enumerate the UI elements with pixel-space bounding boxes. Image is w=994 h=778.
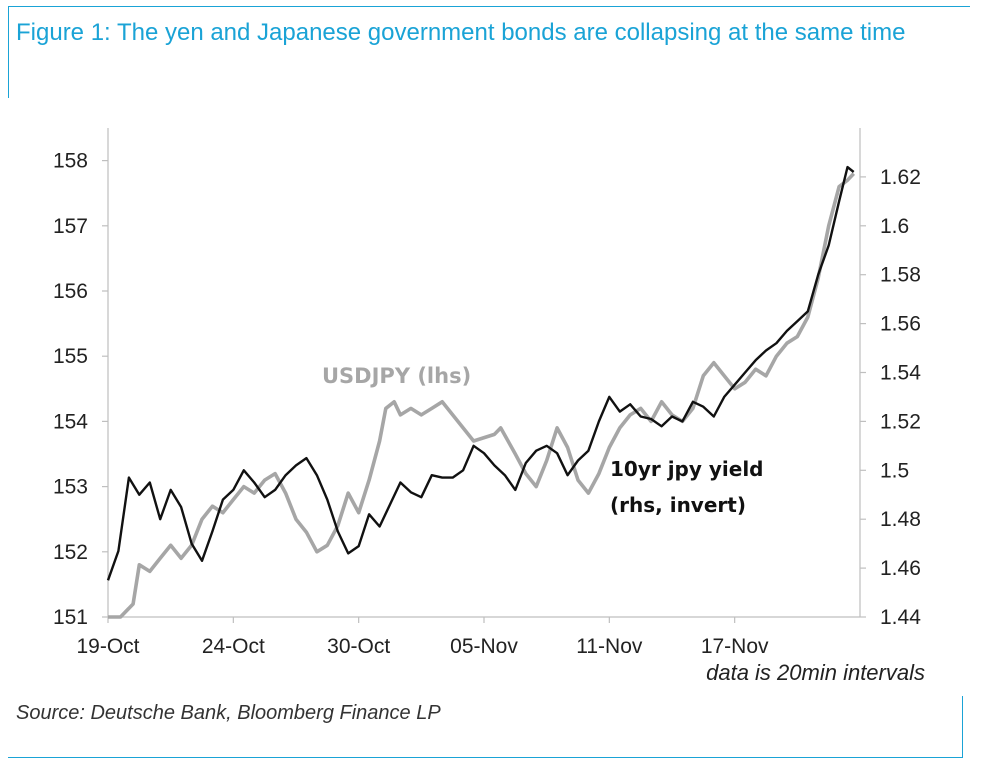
left-y-tick-label: 157 <box>53 215 88 238</box>
right-y-tick-label: 1.44 <box>880 606 921 629</box>
right-y-tick-label: 1.5 <box>880 459 909 482</box>
frame-left-border <box>8 6 9 98</box>
data-interval-note: data is 20min intervals <box>706 660 925 685</box>
right-y-tick-label: 1.58 <box>880 264 921 287</box>
left-y-tick-label: 158 <box>53 150 88 173</box>
yield-series-label-line2: (rhs, invert) <box>610 493 746 517</box>
yield-series-label-line1: 10yr jpy yield <box>610 457 764 481</box>
right-y-tick-label: 1.54 <box>880 362 921 385</box>
right-y-tick-label: 1.56 <box>880 313 921 336</box>
x-tick-label: 17-Nov <box>701 635 769 658</box>
usdjpy-series-line <box>108 172 856 619</box>
x-tick-label: 05-Nov <box>450 635 518 658</box>
x-tick-label: 19-Oct <box>76 635 139 658</box>
left-y-tick-label: 155 <box>53 345 88 368</box>
left-y-tick-label: 156 <box>53 280 88 303</box>
source-note: Source: Deutsche Bank, Bloomberg Finance… <box>16 702 441 724</box>
left-y-tick-label: 154 <box>53 410 88 433</box>
x-tick-label: 30-Oct <box>327 635 390 658</box>
right-y-tick-label: 1.52 <box>880 410 921 433</box>
left-y-tick-label: 151 <box>53 606 88 629</box>
frame-right-border <box>962 696 963 758</box>
x-tick-label: 11-Nov <box>576 635 643 658</box>
frame-top-border <box>8 6 970 7</box>
yield-series-line <box>106 165 855 581</box>
frame-bottom-border <box>8 757 963 758</box>
right-y-tick-label: 1.46 <box>880 557 921 580</box>
right-y-tick-label: 1.62 <box>880 166 921 189</box>
right-y-tick-label: 1.6 <box>880 215 909 238</box>
x-tick-label: 24-Oct <box>202 635 265 658</box>
figure-title: Figure 1: The yen and Japanese governmen… <box>16 19 906 46</box>
left-y-tick-label: 153 <box>53 476 88 499</box>
right-y-tick-label: 1.48 <box>880 508 921 531</box>
usdjpy-series-label: USDJPY (lhs) <box>322 364 471 388</box>
left-y-tick-label: 152 <box>53 541 88 564</box>
